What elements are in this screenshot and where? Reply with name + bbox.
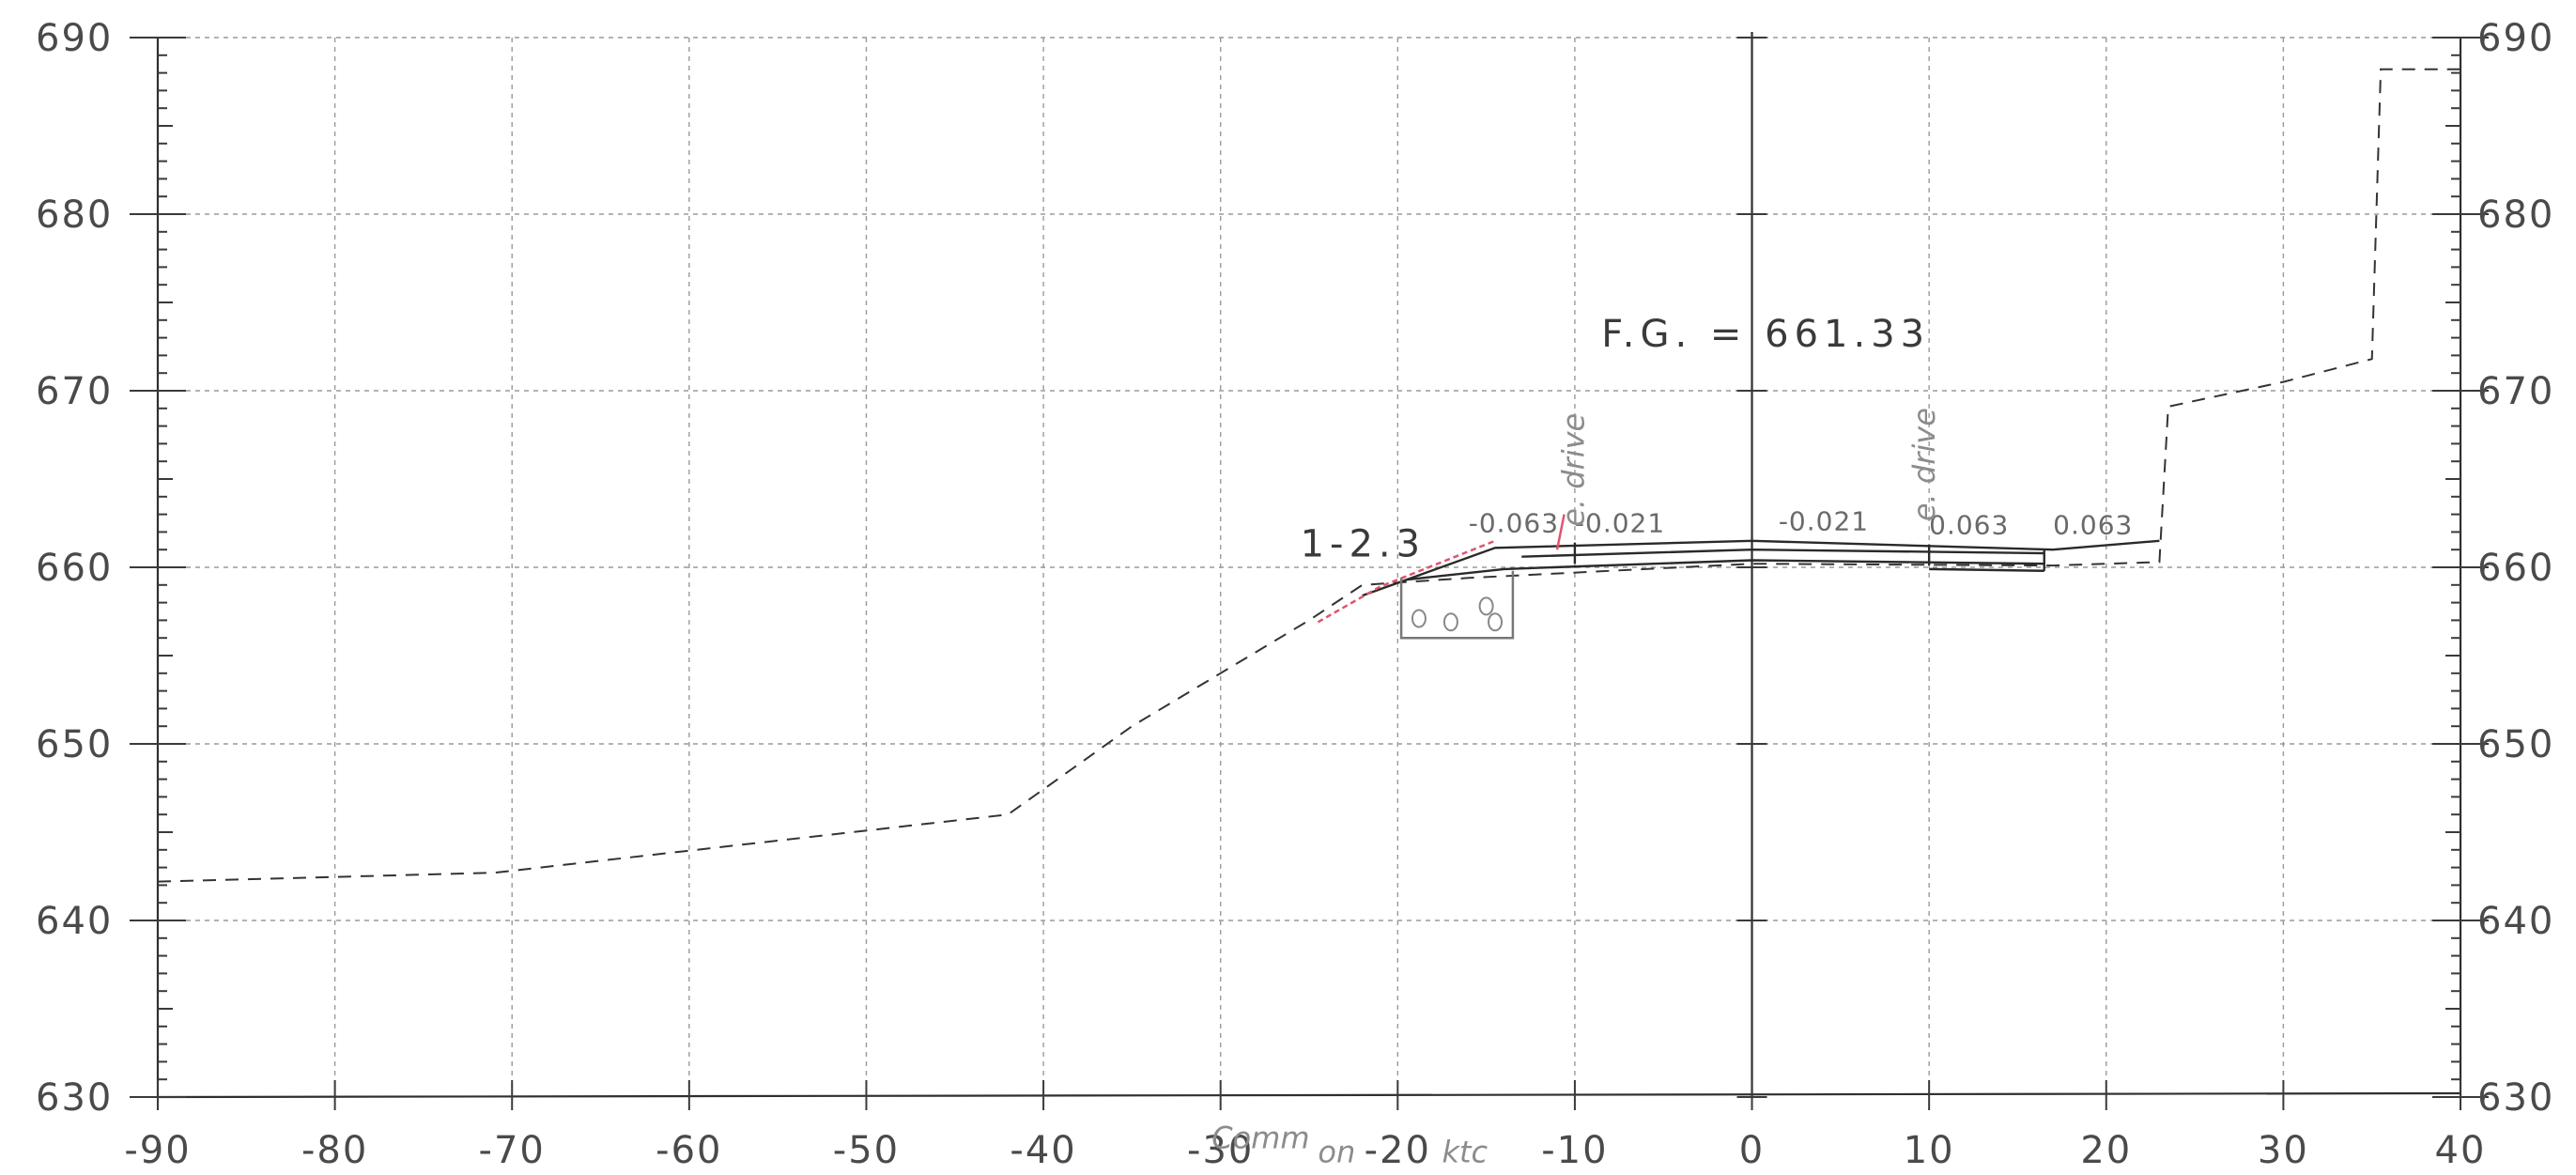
- annotation-label: F.G. = 661.33: [1601, 313, 1930, 356]
- proposed-grade-line: [1362, 539, 2160, 597]
- axis-tick-labels: 630 630 640 640 650 650 660 660 670 670 680 680 690 6…: [36, 17, 2554, 1172]
- annotation-label: -0.021: [1575, 507, 1665, 538]
- pavement-bottom-line: [1929, 567, 2044, 572]
- x-tick-label: 40: [2435, 1129, 2487, 1170]
- y-tick-label-right: 660: [2477, 547, 2554, 590]
- existing-ground-line: [157, 68, 2460, 883]
- annotation-label: -0.021: [1779, 506, 1869, 537]
- x-tick-label: -90: [124, 1129, 191, 1170]
- x-tick-label: 0: [1739, 1129, 1765, 1170]
- y-tick-label-left: 690: [36, 17, 113, 60]
- annotation-label: 1-2.3: [1301, 523, 1427, 566]
- annotation-label: Comm: [1211, 1121, 1309, 1156]
- y-tick-label-left: 670: [36, 370, 113, 413]
- y-tick-label-right: 630: [2477, 1076, 2554, 1120]
- x-tick-label: 30: [2258, 1129, 2309, 1170]
- y-tick-label-left: 630: [36, 1076, 113, 1120]
- y-tick-label-left: 680: [36, 193, 113, 237]
- bottom-axis: [157, 1091, 2461, 1099]
- annotation-label: -0.063: [1469, 507, 1559, 538]
- annotation-label: e. drive: [1555, 413, 1591, 527]
- x-tick-label: -40: [1010, 1129, 1076, 1170]
- x-tick-label: -10: [1541, 1129, 1608, 1170]
- y-tick-label-left: 650: [36, 723, 113, 766]
- x-tick-label: -80: [301, 1129, 368, 1170]
- riprap-stone: [1442, 612, 1458, 632]
- y-tick-label-left: 660: [36, 547, 113, 590]
- y-tick-label-right: 650: [2477, 723, 2554, 766]
- y-tick-label-right: 640: [2477, 900, 2554, 943]
- red-slope-stake-line: [1317, 539, 1496, 624]
- grid: [158, 37, 2460, 1097]
- y-tick-label-right: 670: [2477, 370, 2554, 413]
- axis-ticks: [130, 37, 2489, 1110]
- section-details: [1317, 514, 2045, 640]
- x-tick-label: -50: [833, 1129, 900, 1170]
- proposed-grade-line: [1406, 559, 2044, 581]
- y-tick-label-right: 680: [2477, 193, 2554, 237]
- riprap-stone: [1411, 609, 1427, 628]
- proposed-grade-line: [1521, 548, 2044, 558]
- annotation-label: ktc: [1442, 1135, 1488, 1170]
- x-tick-label: 20: [2080, 1129, 2132, 1170]
- y-tick-label-right: 690: [2477, 17, 2554, 60]
- red-stake-mark: [1555, 514, 1566, 550]
- annotation-label: 0.063: [1929, 509, 2009, 540]
- annotation-label: on: [1318, 1135, 1355, 1170]
- annotation-label: 0.063: [2053, 509, 2133, 540]
- x-tick-label: 10: [1904, 1129, 1955, 1170]
- x-tick-label: -60: [656, 1129, 722, 1170]
- riprap-stone: [1478, 596, 1494, 616]
- x-tick-label: -30: [1187, 1129, 1254, 1170]
- riprap-stone: [1488, 612, 1504, 632]
- culvert-outline: [1399, 570, 1515, 640]
- annotations: F.G. = 661.33 1-2.3 -0.063 -0.021 -0.021 0.06…: [1211, 313, 2133, 1170]
- x-tick-label: -70: [479, 1129, 546, 1170]
- profile-lines: [157, 68, 2460, 883]
- y-tick-label-left: 640: [36, 900, 113, 943]
- annotation-label: e. drive: [1906, 408, 1942, 521]
- x-tick-label: -20: [1365, 1129, 1431, 1170]
